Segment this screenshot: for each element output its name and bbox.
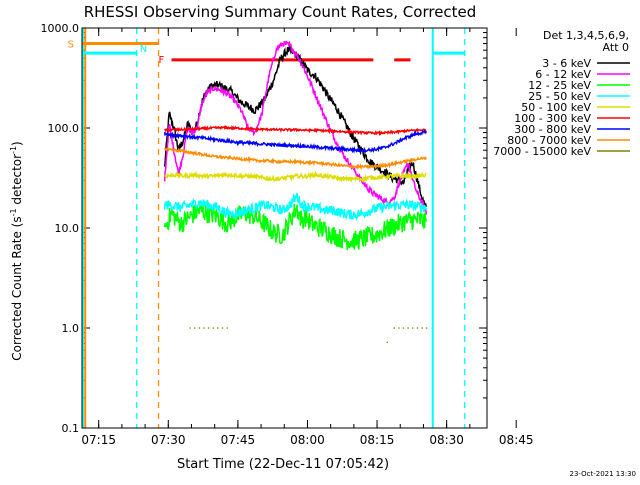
ylabel-mid: detector xyxy=(10,154,24,209)
high-energy-dot xyxy=(386,341,389,344)
x-tick-label: 07:45 xyxy=(221,433,256,447)
svg-text:Corrected Count Rate (s-1 dete: Corrected Count Rate (s-1 detector-1) xyxy=(9,141,24,360)
high-energy-dot xyxy=(193,327,196,329)
high-energy-dot xyxy=(421,327,423,329)
high-energy-dot xyxy=(217,327,219,329)
legend-label: 3 - 6 keV xyxy=(542,57,591,70)
x-tick-label: 08:45 xyxy=(499,433,534,447)
high-energy-dot xyxy=(189,327,191,329)
x-tick-label: 08:30 xyxy=(429,433,464,447)
legend-label: 6 - 12 keV xyxy=(535,68,591,81)
legend-label: 12 - 25 keV xyxy=(528,79,591,92)
attenuator-label: S xyxy=(68,39,74,50)
high-energy-dot xyxy=(221,327,224,329)
high-energy-dot xyxy=(411,327,414,329)
high-energy-dot xyxy=(203,327,205,329)
high-energy-dot xyxy=(212,327,215,329)
y-tick-label: 1000.0 xyxy=(41,22,80,35)
series-line xyxy=(163,147,427,171)
chart-title: RHESSI Observing Summary Count Rates, Co… xyxy=(84,3,477,21)
high-energy-dot xyxy=(402,327,405,329)
high-energy-dot xyxy=(407,327,409,329)
x-tick-label: 08:15 xyxy=(360,433,395,447)
legend-label: 25 - 50 keV xyxy=(528,90,591,103)
x-tick-label: 08:00 xyxy=(290,433,325,447)
ylabel-main: Corrected Count Rate (s xyxy=(10,216,24,360)
plot-area xyxy=(81,27,517,429)
high-energy-dot xyxy=(393,327,396,329)
series-line xyxy=(163,40,427,215)
series-line xyxy=(164,170,427,184)
y-tick-label: 1.0 xyxy=(62,322,80,335)
legend-label: 300 - 800 keV xyxy=(514,123,591,136)
series-line xyxy=(163,129,427,154)
footer-timestamp: 23-Oct-2021 13:30 xyxy=(570,470,636,478)
night-label: N xyxy=(140,44,147,55)
plot-frame xyxy=(81,27,488,429)
ylabel-sup2: -1 xyxy=(9,146,18,154)
high-energy-dot xyxy=(207,327,210,329)
x-tick-label: 07:30 xyxy=(151,433,186,447)
legend-label: 800 - 7000 keV xyxy=(507,134,591,147)
high-energy-dot xyxy=(226,327,229,329)
flare-label: F xyxy=(159,55,165,66)
legend-label: 7000 - 15000 keV xyxy=(493,145,591,158)
y-tick-label: 100.0 xyxy=(48,122,80,135)
legend-label: 50 - 100 keV xyxy=(521,101,591,114)
high-energy-dot xyxy=(398,327,400,329)
y-tick-label: 10.0 xyxy=(55,222,80,235)
y-tick-label: 0.1 xyxy=(62,422,80,435)
x-axis-label: Start Time (22-Dec-11 07:05:42) xyxy=(177,457,389,472)
ylabel-end: ) xyxy=(10,141,24,146)
high-energy-dot xyxy=(416,327,419,329)
legend-header-line-1: Det 1,3,4,5,6,9, xyxy=(543,29,629,42)
series-line xyxy=(163,192,427,221)
high-energy-dot xyxy=(425,327,428,329)
legend-header-line-2: Att 0 xyxy=(603,41,629,54)
high-energy-dot xyxy=(198,327,201,329)
x-tick-label: 07:15 xyxy=(81,433,116,447)
series-line xyxy=(163,203,427,251)
y-axis-label: Corrected Count Rate (s-1 detector-1) xyxy=(9,141,24,360)
series-line xyxy=(164,124,427,137)
ylabel-sup1: -1 xyxy=(9,208,18,216)
legend-label: 100 - 300 keV xyxy=(514,112,591,125)
